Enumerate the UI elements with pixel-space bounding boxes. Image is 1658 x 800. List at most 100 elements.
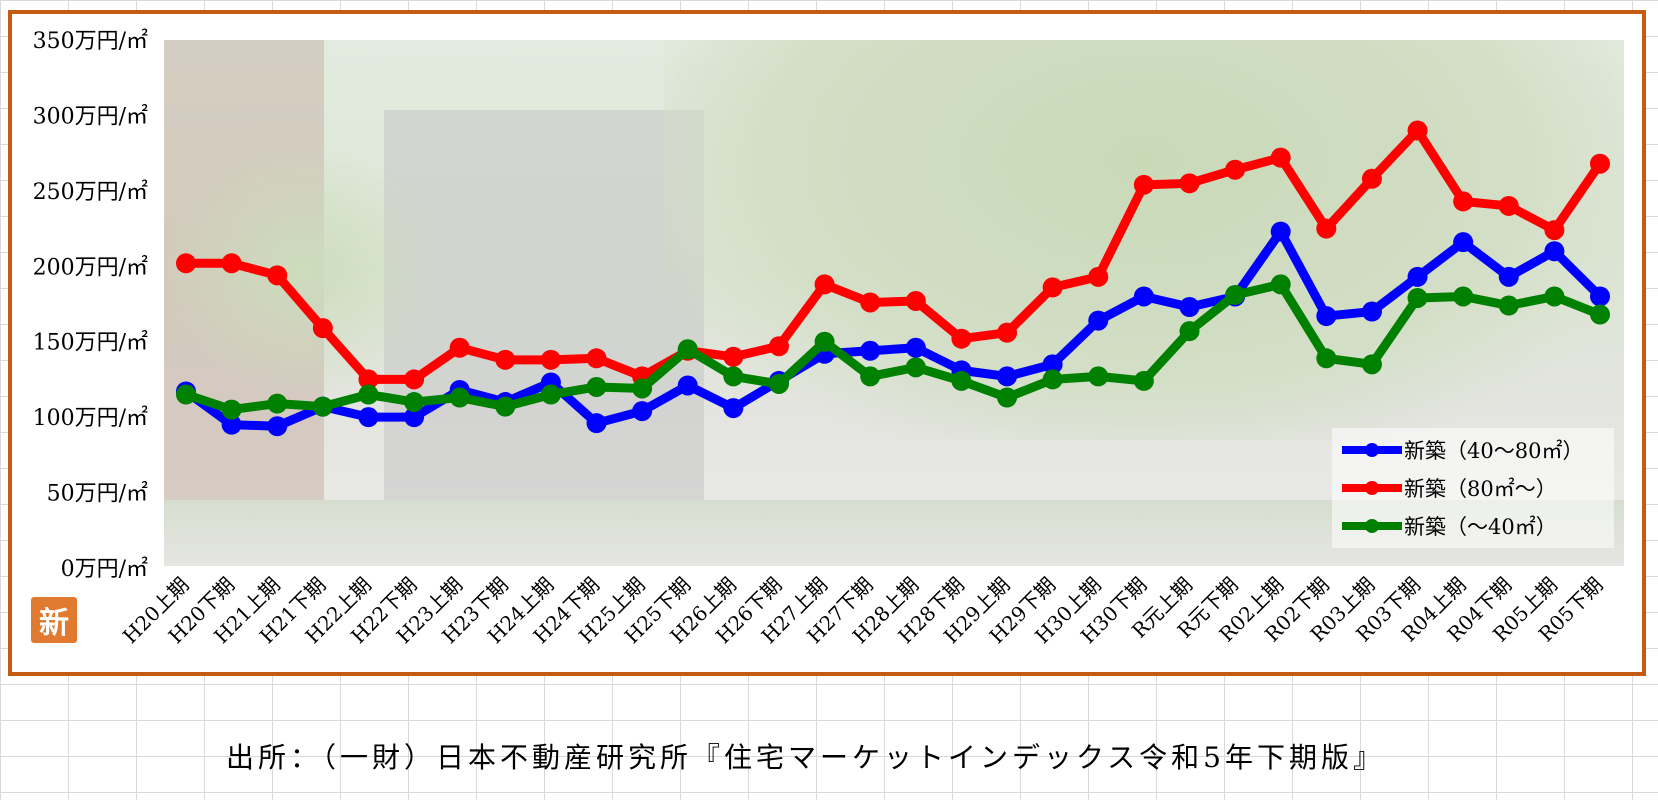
data-point-2 bbox=[1498, 295, 1519, 316]
data-point-2 bbox=[632, 378, 653, 399]
data-point-1 bbox=[768, 336, 789, 357]
data-point-1 bbox=[176, 253, 196, 274]
data-point-0 bbox=[1407, 266, 1428, 287]
legend: 新築（40～80㎡） 新築（80㎡～） 新築（～40㎡） bbox=[1332, 428, 1614, 548]
y-tick-label: 350万円/㎡ bbox=[33, 28, 148, 54]
data-point-2 bbox=[997, 387, 1018, 408]
data-point-1 bbox=[358, 369, 379, 390]
data-point-0 bbox=[1544, 241, 1565, 262]
data-point-2 bbox=[1270, 274, 1291, 295]
data-point-1 bbox=[1407, 120, 1428, 141]
data-point-0 bbox=[997, 366, 1018, 387]
data-point-1 bbox=[1498, 195, 1519, 216]
series-lines bbox=[176, 120, 1610, 437]
data-point-2 bbox=[768, 373, 789, 394]
data-point-1 bbox=[1361, 168, 1382, 189]
data-point-2 bbox=[951, 370, 972, 391]
data-point-1 bbox=[814, 274, 835, 295]
photo-tree-left bbox=[164, 140, 444, 400]
data-point-0 bbox=[358, 407, 379, 428]
data-point-0 bbox=[1133, 286, 1154, 307]
data-point-2 bbox=[1453, 286, 1474, 307]
data-point-2 bbox=[1544, 286, 1565, 307]
data-point-2 bbox=[1407, 287, 1428, 308]
y-axis-ticks: 0万円/㎡ 50万円/㎡ 100万円/㎡ 150万円/㎡ 200万円/㎡ 250万円/㎡ 3… bbox=[33, 28, 148, 582]
data-point-1 bbox=[860, 292, 881, 313]
data-point-1 bbox=[1133, 174, 1154, 195]
data-point-2 bbox=[1361, 354, 1382, 375]
data-point-2 bbox=[540, 384, 561, 405]
data-point-0 bbox=[221, 414, 242, 435]
background-photo bbox=[164, 40, 1624, 566]
data-point-1 bbox=[495, 349, 516, 370]
data-point-1 bbox=[312, 318, 333, 339]
legend-label: 新築（～40㎡） bbox=[1404, 515, 1557, 539]
data-point-2 bbox=[358, 384, 379, 405]
data-point-0 bbox=[1316, 306, 1337, 327]
data-point-1 bbox=[997, 322, 1018, 343]
data-point-0 bbox=[404, 407, 425, 428]
data-point-2 bbox=[1316, 348, 1337, 369]
data-point-1 bbox=[1088, 266, 1109, 287]
y-tick-label: 250万円/㎡ bbox=[33, 179, 148, 205]
data-point-1 bbox=[267, 265, 288, 286]
data-point-0 bbox=[1088, 310, 1109, 331]
data-point-2 bbox=[860, 366, 881, 387]
y-tick-label: 0万円/㎡ bbox=[61, 556, 148, 582]
data-point-0 bbox=[586, 413, 607, 434]
data-point-0 bbox=[723, 398, 744, 419]
data-point-0 bbox=[1361, 301, 1382, 322]
y-tick-label: 50万円/㎡ bbox=[47, 481, 148, 507]
y-tick-label: 150万円/㎡ bbox=[33, 330, 148, 356]
data-point-0 bbox=[1270, 221, 1291, 242]
data-point-1 bbox=[951, 328, 972, 349]
y-tick-label: 100万円/㎡ bbox=[33, 405, 148, 431]
data-point-2 bbox=[495, 396, 516, 417]
y-tick-label: 200万円/㎡ bbox=[33, 254, 148, 280]
legend-label: 新築（40～80㎡） bbox=[1404, 439, 1583, 463]
data-point-1 bbox=[1042, 277, 1063, 298]
data-point-0 bbox=[632, 401, 653, 422]
data-point-2 bbox=[1088, 366, 1109, 387]
data-point-2 bbox=[267, 393, 288, 414]
data-point-2 bbox=[814, 331, 835, 352]
data-point-0 bbox=[1590, 286, 1610, 307]
data-point-2 bbox=[312, 396, 333, 417]
line-chart: 0万円/㎡ 50万円/㎡ 100万円/㎡ 150万円/㎡ 200万円/㎡ 250万円/㎡ 3… bbox=[32, 28, 1614, 649]
data-point-1 bbox=[1270, 147, 1291, 168]
data-point-2 bbox=[404, 392, 425, 413]
data-point-2 bbox=[905, 357, 926, 378]
data-point-0 bbox=[1498, 266, 1519, 287]
data-point-1 bbox=[404, 369, 425, 390]
data-point-2 bbox=[221, 399, 242, 420]
legend-swatch-marker bbox=[1365, 519, 1379, 533]
data-point-0 bbox=[905, 337, 926, 358]
data-point-1 bbox=[540, 349, 561, 370]
data-point-2 bbox=[1133, 370, 1154, 391]
data-point-1 bbox=[1544, 220, 1565, 241]
data-point-0 bbox=[677, 375, 698, 396]
data-point-2 bbox=[1590, 304, 1610, 325]
data-point-1 bbox=[1225, 159, 1246, 180]
data-point-2 bbox=[1225, 284, 1246, 305]
logo-icon: 新 bbox=[31, 597, 77, 643]
data-point-2 bbox=[586, 376, 607, 397]
data-point-0 bbox=[1042, 354, 1063, 375]
data-point-0 bbox=[267, 416, 288, 437]
data-point-1 bbox=[1316, 218, 1337, 239]
data-point-2 bbox=[449, 387, 470, 408]
data-point-0 bbox=[1453, 232, 1474, 253]
x-axis-ticks: H20上期H20下期H21上期H21下期H22上期H22下期H23上期H23下期… bbox=[118, 573, 1608, 649]
data-point-2 bbox=[1042, 369, 1063, 390]
data-point-1 bbox=[723, 346, 744, 367]
data-point-0 bbox=[860, 340, 881, 361]
data-point-1 bbox=[1453, 191, 1474, 212]
data-point-1 bbox=[586, 348, 607, 369]
data-point-2 bbox=[677, 339, 698, 360]
data-point-1 bbox=[221, 253, 242, 274]
source-caption: 出所：（一財）日本不動産研究所『住宅マーケットインデックス令和5年下期版』 bbox=[226, 741, 1385, 774]
data-point-1 bbox=[905, 290, 926, 311]
y-tick-label: 300万円/㎡ bbox=[33, 103, 148, 129]
data-point-1 bbox=[1179, 173, 1200, 194]
legend-swatch-marker bbox=[1365, 481, 1379, 495]
